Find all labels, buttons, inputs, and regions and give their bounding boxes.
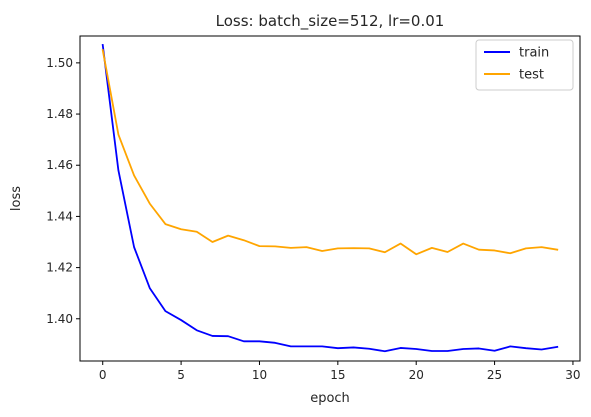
series-lines (101, 43, 559, 353)
x-tick-label: 0 (99, 368, 107, 382)
legend-label-train: train (519, 46, 549, 61)
legend-label-test: test (519, 68, 544, 83)
y-tick-label: 1.42 (46, 261, 73, 275)
series-line-train (101, 43, 559, 353)
x-axis-ticks: 0 5 10 15 20 25 30 (99, 361, 581, 382)
y-axis-title: loss (9, 186, 24, 211)
plot-frame (79, 35, 581, 362)
x-tick-label: 20 (409, 368, 424, 382)
chart-title: Loss: batch_size=512, lr=0.01 (216, 12, 445, 31)
x-tick-label: 15 (330, 368, 345, 382)
y-tick-label: 1.48 (46, 107, 73, 121)
x-tick-label: 25 (487, 368, 502, 382)
series-line-test (101, 49, 559, 256)
plot-area: 0 5 10 15 20 25 30 1.40 1.42 1.44 1.46 1.48 1.50 (46, 35, 581, 382)
x-axis-title: epoch (310, 391, 350, 406)
y-tick-label: 1.44 (46, 209, 73, 223)
y-tick-label: 1.46 (46, 158, 73, 172)
x-tick-label: 30 (565, 368, 580, 382)
x-tick-label: 10 (252, 368, 267, 382)
y-tick-label: 1.50 (46, 56, 73, 70)
legend: train test (475, 39, 574, 91)
x-tick-label: 5 (177, 368, 185, 382)
y-tick-label: 1.40 (46, 312, 73, 326)
y-axis-ticks: 1.40 1.42 1.44 1.46 1.48 1.50 (46, 56, 80, 326)
legend-items: train test (484, 46, 549, 83)
